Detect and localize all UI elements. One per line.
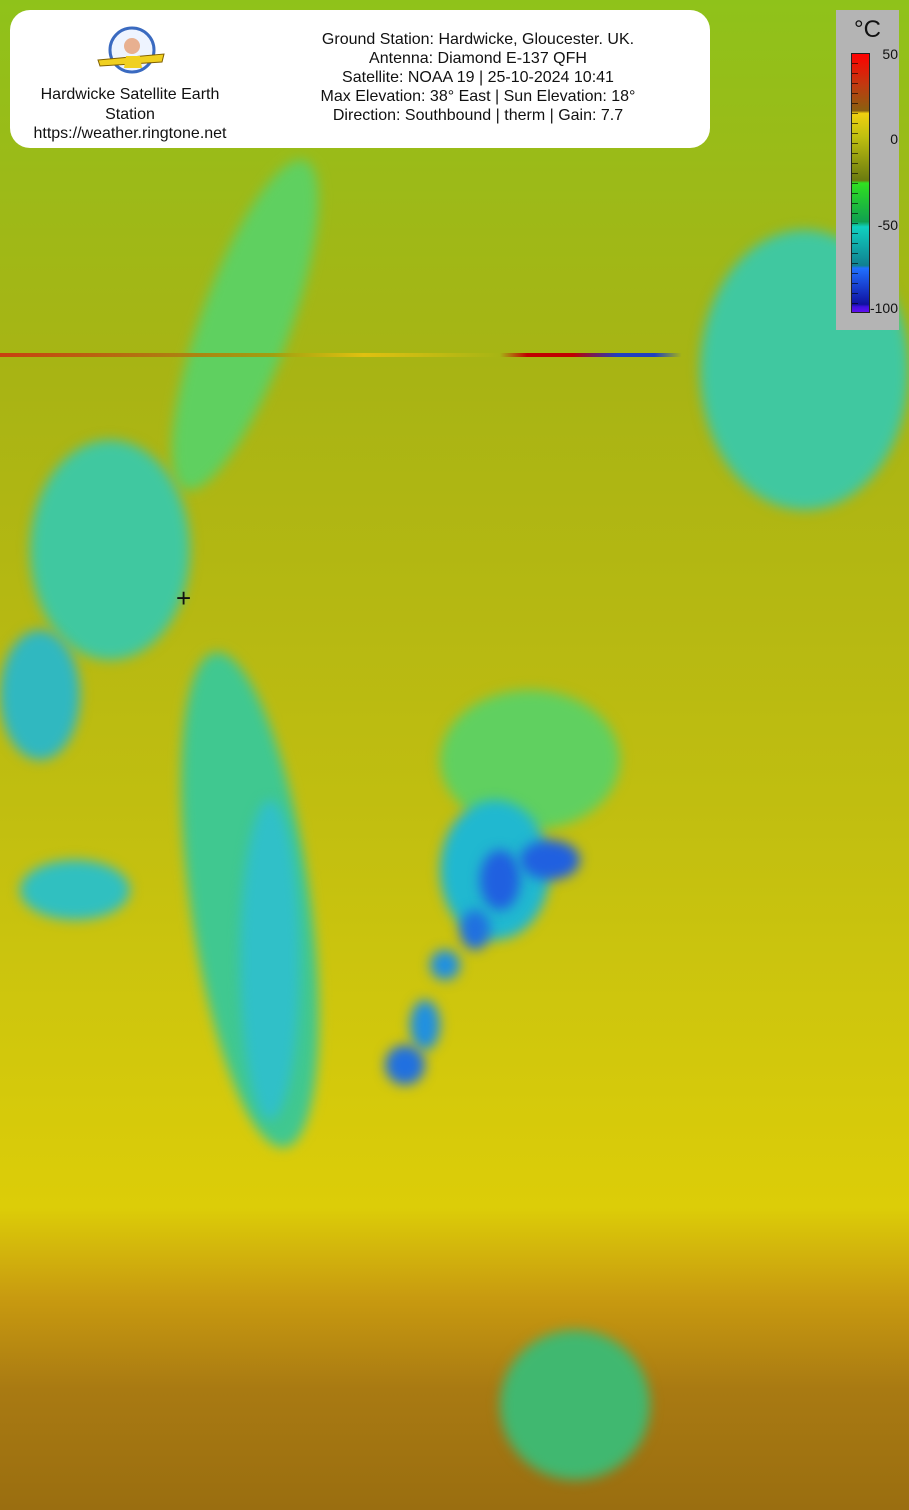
cloud-band (142, 145, 348, 505)
ground-station: Ground Station: Hardwicke, Gloucester. U… (321, 31, 635, 48)
elevation: Max Elevation: 38° East | Sun Elevation:… (320, 88, 636, 105)
satellite: Satellite: NOAA 19 | 25-10-2024 10:41 (342, 69, 614, 86)
mobile-flyer-logo (97, 26, 165, 74)
station-info: Hardwicke Satellite Earth Station https:… (20, 85, 240, 144)
tick-label: -50 (877, 217, 898, 233)
storm-cell (460, 910, 490, 950)
station-url[interactable]: https://weather.ringtone.net (33, 125, 227, 142)
scale-unit: °C (854, 16, 881, 43)
cloud-band (0, 630, 80, 760)
cloud-band (500, 1330, 650, 1480)
color-bar (851, 53, 870, 313)
tick-label: 50 (882, 46, 898, 62)
header-panel: Hardwicke Satellite Earth Station https:… (10, 10, 710, 148)
direction: Direction: Southbound | therm | Gain: 7.… (332, 107, 624, 124)
storm-cell (410, 1000, 440, 1050)
cloud-band (30, 440, 190, 660)
storm-cell (385, 1045, 425, 1085)
pass-info: Ground Station: Hardwicke, Gloucester. U… (278, 30, 678, 125)
crosshair-icon: + (176, 583, 192, 613)
scan-noise-line (0, 353, 909, 357)
storm-cell (480, 850, 520, 910)
storm-cell (430, 950, 460, 980)
cloud-band (240, 800, 300, 1120)
station-name: Hardwicke Satellite Earth Station (40, 86, 220, 123)
cloud-band (20, 860, 130, 920)
temperature-scale: °C 50 0 -50 -100 (836, 10, 899, 330)
antenna: Antenna: Diamond E-137 QFH (369, 50, 587, 67)
tick-label: 0 (890, 131, 898, 147)
tick-label: -100 (869, 300, 898, 316)
storm-cell (520, 840, 580, 880)
